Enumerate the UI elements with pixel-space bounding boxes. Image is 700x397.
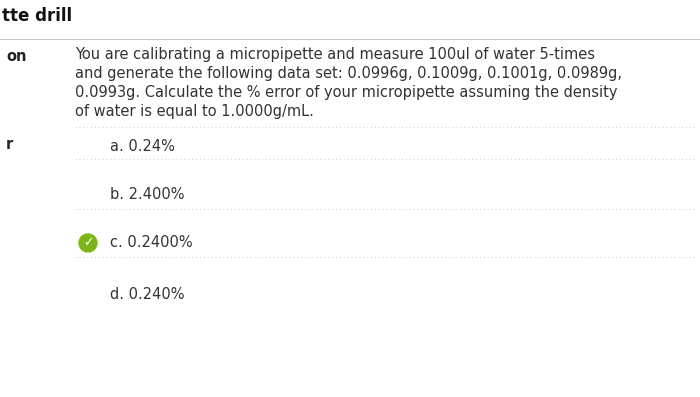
Circle shape: [79, 234, 97, 252]
Text: on: on: [6, 49, 27, 64]
Text: You are calibrating a micropipette and measure 100ul of water 5-times: You are calibrating a micropipette and m…: [75, 47, 595, 62]
Text: a. 0.24%: a. 0.24%: [110, 139, 175, 154]
Text: and generate the following data set: 0.0996g, 0.1009g, 0.1001g, 0.0989g,: and generate the following data set: 0.0…: [75, 66, 622, 81]
Text: b. 2.400%: b. 2.400%: [110, 187, 185, 202]
Text: r: r: [6, 137, 13, 152]
Text: ✓: ✓: [83, 237, 93, 249]
Text: of water is equal to 1.0000g/mL.: of water is equal to 1.0000g/mL.: [75, 104, 314, 119]
Text: d. 0.240%: d. 0.240%: [110, 287, 185, 302]
Text: tte drill: tte drill: [2, 7, 72, 25]
Text: 0.0993g. Calculate the % error of your micropipette assuming the density: 0.0993g. Calculate the % error of your m…: [75, 85, 617, 100]
Text: c. 0.2400%: c. 0.2400%: [110, 235, 192, 250]
